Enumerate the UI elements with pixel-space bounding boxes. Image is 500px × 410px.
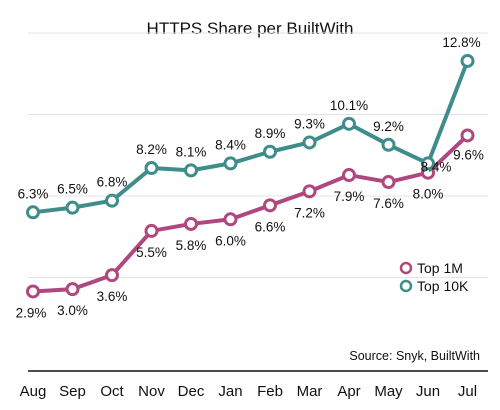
legend-label: Top 1M [417,260,463,276]
legend-marker [399,279,413,293]
data-label: 5.8% [176,238,207,253]
data-point [302,184,317,199]
data-point [342,168,356,183]
x-tick-label: Jul [458,383,477,400]
x-tick-label: Aug [20,383,47,400]
data-labels: 2.9% 3.0% 3.6% 5.5% 5.8% 6.0% 6.6% 7.2% 7.9% 7.6%… [16,35,484,321]
data-point [26,284,40,299]
x-tick-label: Mar [297,383,323,400]
data-point [460,53,475,68]
data-label: 2.9% [16,305,47,320]
data-point [65,282,80,297]
legend-label: Top 10K [417,278,469,294]
x-tick-label: Apr [337,383,360,400]
data-point [144,161,159,176]
data-label: 8.2% [136,142,167,157]
data-point [263,144,277,159]
x-tick-label: Dec [178,383,205,400]
chart-title: HTTPS Share per BuiltWith [147,19,354,38]
data-label: 8.4% [421,159,452,174]
data-point [105,268,119,283]
source-note: Source: Snyk, BuiltWith [349,349,480,363]
data-label: 6.0% [215,233,246,248]
data-point [263,198,277,213]
data-point [26,205,40,220]
data-label: 5.5% [136,245,167,260]
legend-marker [399,261,413,275]
data-label: 6.8% [97,175,128,190]
x-axis-tick-labels: Aug Sep Oct Nov Dec Jan Feb Mar Apr May Jun Jul [20,383,477,400]
data-points [26,53,475,299]
data-label: 8.0% [413,187,444,202]
x-tick-label: Oct [100,383,124,400]
data-point [302,135,317,150]
data-label: 3.0% [57,303,88,318]
data-point [144,223,159,238]
gridlines [28,32,488,278]
data-point [421,156,435,171]
data-label: 3.6% [97,289,128,304]
data-label: 12.8% [442,35,480,50]
data-label: 7.2% [294,205,325,220]
data-point [184,163,198,178]
legend: Top 1M Top 10K [399,260,469,294]
data-label: 8.1% [176,144,207,159]
x-tick-label: Nov [138,383,165,400]
data-point [105,193,119,208]
data-point [460,128,475,143]
data-label: 9.2% [373,119,404,134]
x-tick-label: Jan [218,383,242,400]
data-point [342,116,356,131]
x-tick-label: Sep [59,383,86,400]
x-tick-label: Feb [257,383,283,400]
data-label: 9.6% [453,147,484,162]
data-label: 9.3% [294,116,325,131]
data-label: 6.5% [57,182,88,197]
data-label: 7.9% [334,189,365,204]
data-point [381,175,396,190]
data-label: 6.3% [18,186,49,201]
data-point [223,212,238,227]
data-label: 7.6% [373,196,404,211]
data-point [184,216,198,231]
data-label: 8.9% [255,126,286,141]
x-tick-label: Jun [416,383,440,400]
data-point [223,156,238,171]
data-label: 8.4% [215,137,246,152]
x-tick-label: May [374,383,403,400]
data-point [381,137,396,152]
data-label: 10.1% [330,98,368,113]
data-point [65,200,80,215]
data-label: 6.6% [255,219,286,234]
